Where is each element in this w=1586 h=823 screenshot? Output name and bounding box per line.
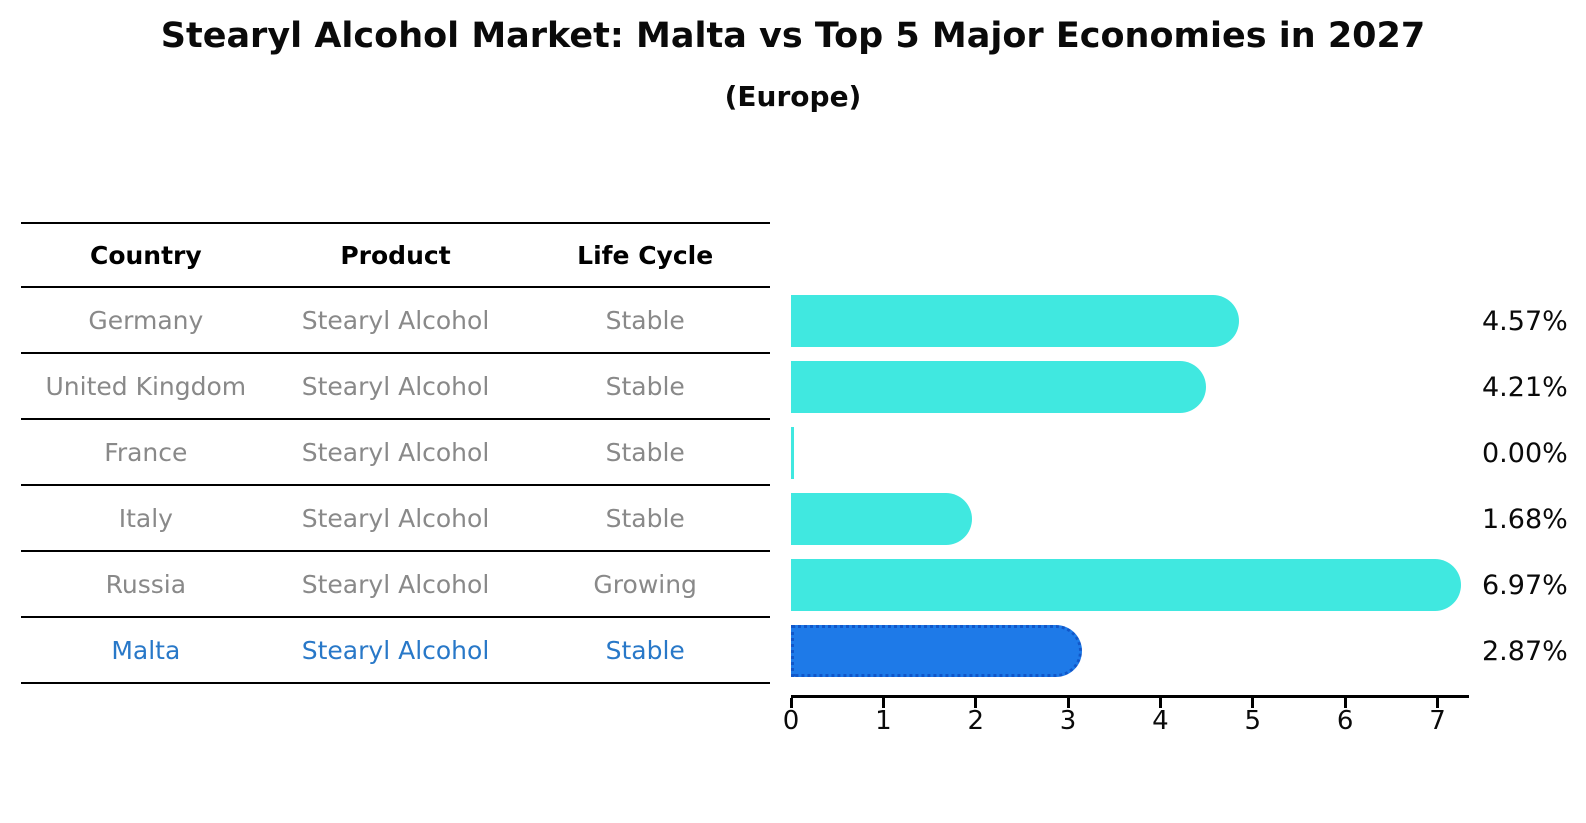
x-tick-label: 5 bbox=[1244, 706, 1262, 736]
country-cell: France bbox=[104, 437, 188, 467]
x-tick-label: 2 bbox=[967, 706, 984, 736]
bar-row bbox=[791, 420, 1468, 486]
table-row: France Stearyl Alcohol Stable bbox=[21, 420, 770, 486]
value-label: 0.00% bbox=[1482, 437, 1568, 469]
value-label: 6.97% bbox=[1482, 569, 1568, 601]
bar-row bbox=[791, 486, 1468, 552]
life-cycle-cell: Stable bbox=[605, 371, 685, 401]
bar-row bbox=[791, 354, 1468, 420]
country-cell: Germany bbox=[88, 305, 204, 335]
table-row: Russia Stearyl Alcohol Growing bbox=[21, 552, 770, 618]
value-label: 4.21% bbox=[1482, 371, 1568, 403]
value-label: 2.87% bbox=[1482, 635, 1568, 667]
table-header-row: Country Product Life Cycle bbox=[21, 222, 770, 288]
bar-italy bbox=[791, 493, 973, 545]
country-cell: United Kingdom bbox=[45, 371, 247, 401]
product-cell: Stearyl Alcohol bbox=[301, 305, 490, 335]
bar-united-kingdom bbox=[791, 361, 1206, 413]
x-tick-mark bbox=[1343, 698, 1347, 708]
column-header-life-cycle: Life Cycle bbox=[577, 240, 714, 270]
x-axis-line bbox=[791, 695, 1469, 698]
bar-row bbox=[791, 618, 1468, 684]
x-tick-label: 6 bbox=[1336, 706, 1354, 736]
life-cycle-cell: Stable bbox=[605, 503, 685, 533]
bar-germany bbox=[791, 295, 1240, 347]
x-tick-mark bbox=[974, 698, 978, 708]
product-cell: Stearyl Alcohol bbox=[301, 635, 490, 665]
table-row: Italy Stearyl Alcohol Stable bbox=[21, 486, 770, 552]
x-tick-label: 1 bbox=[875, 706, 892, 736]
product-cell: Stearyl Alcohol bbox=[301, 503, 490, 533]
country-cell: Russia bbox=[105, 569, 187, 599]
country-cell: Italy bbox=[118, 503, 173, 533]
bar-row bbox=[791, 288, 1468, 354]
bar-plot-area bbox=[791, 288, 1468, 684]
x-tick-mark bbox=[1066, 698, 1070, 708]
x-tick-label: 7 bbox=[1429, 706, 1446, 736]
chart-title: Stearyl Alcohol Market: Malta vs Top 5 M… bbox=[160, 16, 1426, 56]
bar-russia bbox=[791, 559, 1461, 611]
x-tick-label: 3 bbox=[1059, 706, 1077, 736]
life-cycle-cell: Growing bbox=[593, 569, 697, 599]
bar-malta-highlighted bbox=[791, 625, 1083, 677]
life-cycle-cell: Stable bbox=[605, 437, 685, 467]
value-label: 1.68% bbox=[1482, 503, 1568, 535]
life-cycle-cell: Stable bbox=[605, 305, 685, 335]
bar-france bbox=[791, 427, 794, 479]
column-header-country: Country bbox=[89, 240, 202, 270]
product-cell: Stearyl Alcohol bbox=[301, 371, 490, 401]
x-tick-mark bbox=[1251, 698, 1255, 708]
x-tick-mark bbox=[789, 698, 793, 708]
life-cycle-cell: Stable bbox=[605, 635, 685, 665]
bar-row bbox=[791, 552, 1468, 618]
value-label: 4.57% bbox=[1482, 305, 1568, 337]
x-tick-label: 0 bbox=[782, 706, 800, 736]
x-tick-label: 4 bbox=[1152, 706, 1169, 736]
country-table: Country Product Life Cycle Germany Stear… bbox=[21, 222, 770, 684]
chart-subtitle: (Europe) bbox=[724, 80, 862, 113]
x-tick-mark bbox=[1158, 698, 1162, 708]
country-cell: Malta bbox=[111, 635, 181, 665]
value-label-column: 4.57% 4.21% 0.00% 1.68% 6.97% 2.87% bbox=[1482, 288, 1586, 684]
table-row: United Kingdom Stearyl Alcohol Stable bbox=[21, 354, 770, 420]
table-row-highlighted: Malta Stearyl Alcohol Stable bbox=[21, 618, 770, 684]
table-row: Germany Stearyl Alcohol Stable bbox=[21, 288, 770, 354]
product-cell: Stearyl Alcohol bbox=[301, 569, 490, 599]
product-cell: Stearyl Alcohol bbox=[301, 437, 490, 467]
x-tick-mark bbox=[1436, 698, 1440, 708]
x-tick-mark bbox=[881, 698, 885, 708]
column-header-product: Product bbox=[340, 240, 451, 270]
